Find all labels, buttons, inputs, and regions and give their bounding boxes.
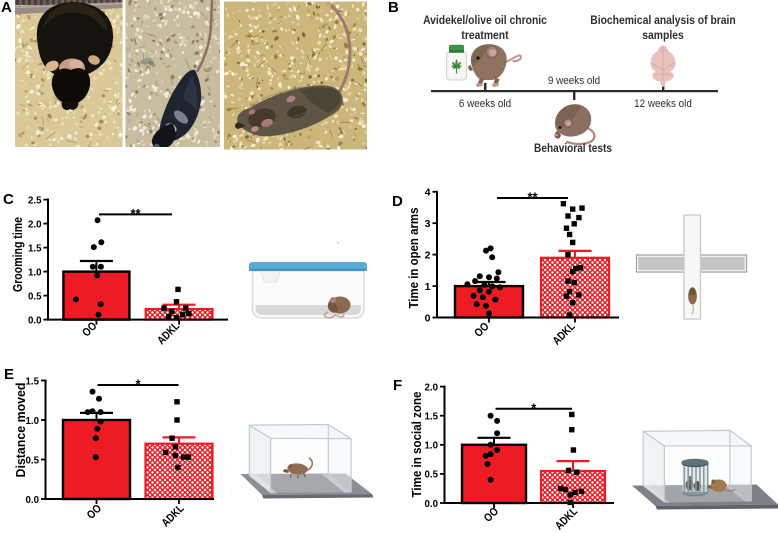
svg-text:OO: OO (85, 503, 104, 522)
svg-text:1.5: 1.5 (425, 411, 439, 423)
svg-text:0.0: 0.0 (425, 498, 439, 510)
svg-text:**: ** (527, 190, 538, 205)
svg-text:0.5: 0.5 (26, 454, 40, 466)
svg-text:OO: OO (482, 506, 501, 525)
svg-text:Grooming time: Grooming time (10, 217, 25, 292)
svg-text:0: 0 (425, 312, 431, 324)
svg-text:Distance moved: Distance moved (13, 382, 28, 477)
svg-text:**: ** (130, 206, 141, 221)
svg-text:0.0: 0.0 (28, 314, 42, 326)
svg-text:0.5: 0.5 (28, 290, 42, 302)
svg-text:0.0: 0.0 (26, 494, 40, 506)
svg-text:1.5: 1.5 (28, 242, 42, 254)
svg-text:1: 1 (425, 281, 431, 293)
svg-text:*: * (531, 400, 537, 415)
svg-text:ADKL: ADKL (160, 503, 187, 530)
svg-text:2: 2 (425, 249, 431, 261)
svg-text:Time in social zone: Time in social zone (409, 392, 424, 498)
svg-text:2.5: 2.5 (28, 194, 42, 206)
svg-text:3: 3 (425, 218, 431, 230)
svg-text:1.5: 1.5 (26, 375, 40, 387)
svg-text:0.5: 0.5 (425, 469, 439, 481)
svg-text:1.0: 1.0 (26, 415, 40, 427)
svg-text:2.0: 2.0 (28, 218, 42, 230)
svg-text:4: 4 (425, 187, 431, 199)
svg-text:ADKL: ADKL (553, 506, 580, 533)
svg-text:1.0: 1.0 (28, 266, 42, 278)
svg-text:Time in open arms: Time in open arms (406, 208, 421, 309)
svg-text:2.0: 2.0 (425, 381, 439, 393)
svg-text:ADKL: ADKL (155, 320, 182, 347)
svg-text:ADKL: ADKL (551, 321, 578, 348)
svg-text:*: * (135, 377, 141, 392)
svg-text:1.0: 1.0 (425, 440, 439, 452)
svg-text:OO: OO (473, 321, 492, 340)
